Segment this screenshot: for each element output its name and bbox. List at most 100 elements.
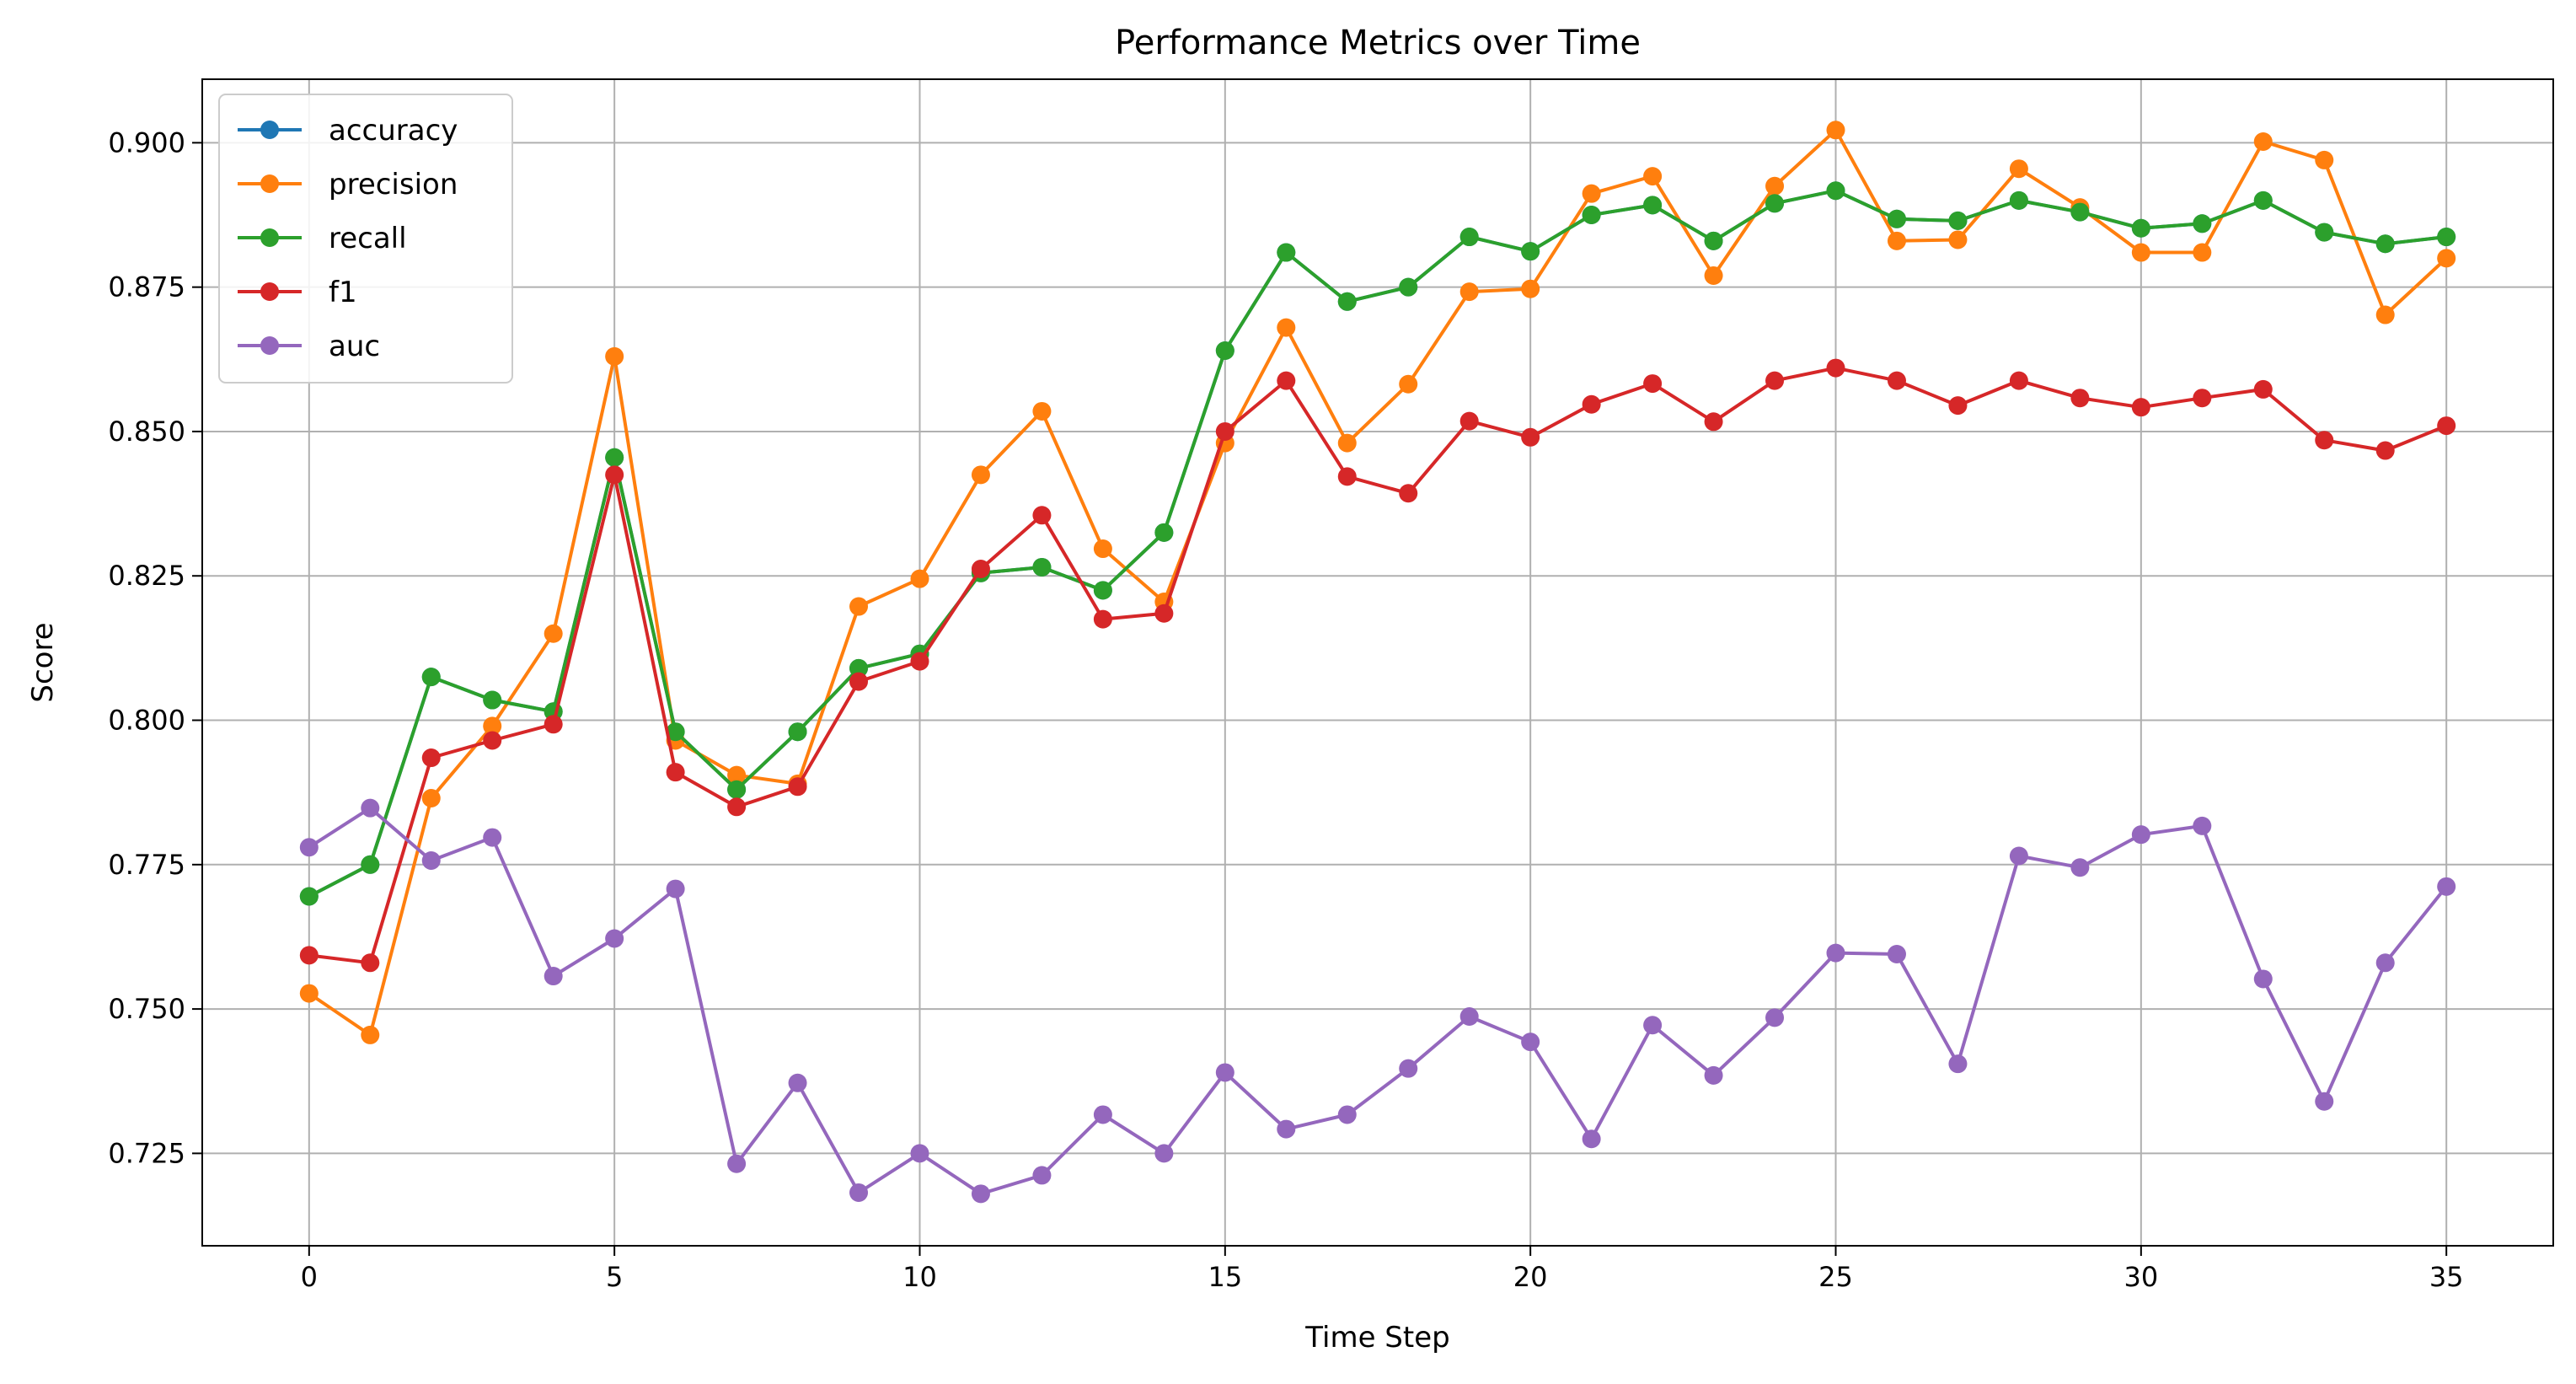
data-point-precision bbox=[1459, 282, 1479, 302]
series-line-auc bbox=[308, 806, 2448, 1196]
y-tick-label: 0.725 bbox=[108, 1137, 185, 1169]
y-tick-label: 0.850 bbox=[108, 416, 185, 448]
data-point-recall bbox=[849, 658, 869, 678]
data-point-recall bbox=[1399, 277, 1418, 297]
legend-label: auc bbox=[329, 330, 380, 363]
data-point-f1 bbox=[605, 465, 624, 485]
data-point-auc bbox=[2193, 816, 2212, 835]
data-point-auc bbox=[1032, 1166, 1052, 1185]
data-point-auc bbox=[1277, 1119, 1296, 1139]
data-point-f1 bbox=[1277, 371, 1296, 390]
data-point-precision bbox=[2253, 131, 2273, 151]
axis-ticks: 0 5 10 15 20 25 30 35 0.725 0.750 0.775 0.800 0.825 0… bbox=[108, 126, 2463, 1293]
x-tick-label: 35 bbox=[2429, 1261, 2464, 1293]
data-point-auc bbox=[1521, 1033, 1540, 1052]
series-line-f1 bbox=[308, 366, 2447, 965]
y-tick-label: 0.750 bbox=[108, 993, 185, 1025]
y-tick-label: 0.875 bbox=[108, 271, 185, 303]
data-point-precision bbox=[849, 597, 869, 616]
x-tick-label: 15 bbox=[1208, 1261, 1242, 1293]
data-point-auc bbox=[299, 838, 319, 857]
data-point-auc bbox=[1704, 1065, 1723, 1085]
data-point-precision bbox=[1948, 230, 1968, 249]
data-point-auc bbox=[666, 879, 685, 899]
data-point-f1 bbox=[2009, 371, 2028, 390]
data-point-recall bbox=[2193, 214, 2212, 233]
y-tick-label: 0.825 bbox=[108, 560, 185, 592]
data-point-f1 bbox=[421, 748, 441, 768]
data-point-auc bbox=[1154, 1144, 1174, 1163]
data-point-precision bbox=[1887, 231, 1906, 250]
data-point-f1 bbox=[849, 672, 869, 691]
x-tick-label: 0 bbox=[301, 1261, 318, 1293]
data-point-recall bbox=[1826, 181, 1845, 201]
data-point-f1 bbox=[1887, 371, 1906, 390]
legend-item-auc: auc bbox=[238, 330, 380, 363]
legend-marker bbox=[260, 336, 279, 355]
data-point-precision bbox=[483, 716, 502, 736]
legend-marker bbox=[260, 228, 279, 247]
data-point-recall bbox=[1643, 196, 1663, 215]
data-point-f1 bbox=[2193, 389, 2212, 408]
data-point-precision bbox=[1399, 374, 1418, 394]
legend-label: recall bbox=[329, 222, 407, 255]
data-point-recall bbox=[2315, 223, 2334, 242]
data-point-recall bbox=[1887, 209, 1906, 228]
data-point-precision bbox=[544, 624, 563, 643]
data-point-precision bbox=[1337, 433, 1357, 453]
data-point-f1 bbox=[544, 715, 563, 734]
data-point-f1 bbox=[299, 946, 319, 965]
data-point-precision bbox=[1032, 401, 1052, 421]
data-point-auc bbox=[2375, 953, 2395, 973]
data-point-auc bbox=[1826, 943, 1845, 963]
data-point-precision bbox=[299, 984, 319, 1003]
data-point-recall bbox=[605, 448, 624, 467]
data-point-auc bbox=[361, 798, 380, 818]
data-point-auc bbox=[605, 929, 624, 948]
data-point-recall bbox=[1521, 242, 1540, 261]
data-point-f1 bbox=[1704, 412, 1723, 432]
data-point-precision bbox=[2437, 249, 2456, 268]
x-tick-label: 10 bbox=[902, 1261, 937, 1293]
data-point-recall bbox=[1154, 523, 1174, 542]
data-point-precision bbox=[1093, 539, 1112, 559]
data-point-auc bbox=[483, 828, 502, 847]
data-point-f1 bbox=[1643, 374, 1663, 394]
data-point-recall bbox=[2009, 190, 2028, 210]
data-point-recall bbox=[421, 668, 441, 687]
data-point-f1 bbox=[910, 652, 929, 671]
data-point-recall bbox=[2437, 228, 2456, 247]
legend-box bbox=[218, 94, 513, 384]
series-f1 bbox=[299, 358, 2456, 973]
data-point-auc bbox=[1765, 1008, 1785, 1027]
legend: accuracy precision recall f1 auc bbox=[218, 94, 513, 384]
data-point-recall bbox=[1277, 243, 1296, 262]
data-point-auc bbox=[971, 1184, 990, 1204]
data-point-recall bbox=[1215, 341, 1234, 361]
data-point-auc bbox=[2009, 846, 2028, 866]
data-point-f1 bbox=[361, 953, 380, 973]
data-point-precision bbox=[605, 346, 624, 366]
data-point-auc bbox=[2437, 877, 2456, 896]
data-point-f1 bbox=[2375, 441, 2395, 460]
x-tick-label: 5 bbox=[606, 1261, 623, 1293]
data-point-recall bbox=[483, 690, 502, 710]
x-tick-label: 25 bbox=[1818, 1261, 1853, 1293]
data-point-recall bbox=[666, 722, 685, 742]
data-point-f1 bbox=[1032, 506, 1052, 525]
data-point-f1 bbox=[483, 731, 502, 750]
data-point-auc bbox=[727, 1154, 747, 1173]
data-point-auc bbox=[1948, 1054, 1968, 1074]
data-point-precision bbox=[1277, 318, 1296, 337]
legend-item-f1: f1 bbox=[238, 276, 357, 309]
data-point-recall bbox=[1704, 231, 1723, 250]
data-point-precision bbox=[1521, 279, 1540, 298]
data-point-recall bbox=[2253, 190, 2273, 210]
legend-marker bbox=[260, 121, 279, 139]
legend-item-precision: precision bbox=[238, 168, 458, 201]
series-line-recall bbox=[308, 189, 2447, 899]
data-point-f1 bbox=[666, 763, 685, 782]
data-point-precision bbox=[361, 1025, 380, 1044]
